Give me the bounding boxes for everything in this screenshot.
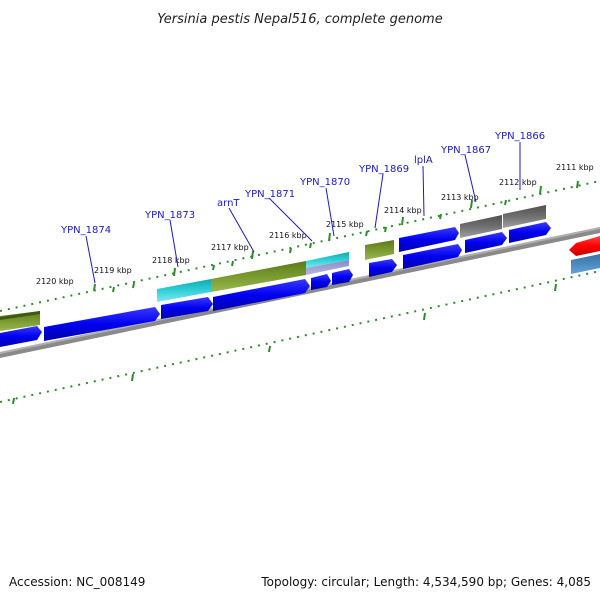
cds-arrow bbox=[369, 259, 397, 277]
gene-feature bbox=[0, 311, 40, 320]
cds-arrow bbox=[44, 307, 160, 341]
minor-tick bbox=[309, 242, 312, 249]
minor-tick bbox=[131, 373, 134, 382]
inner-tick-ring bbox=[0, 270, 600, 405]
gene-label: YPN_1866 bbox=[494, 131, 545, 142]
major-tick bbox=[401, 216, 404, 226]
kbp-label: 2120 kbp bbox=[36, 277, 74, 286]
gene-label: YPN_1867 bbox=[440, 145, 491, 156]
minor-tick bbox=[576, 180, 579, 189]
minor-tick bbox=[504, 199, 507, 206]
cds-arrow bbox=[399, 227, 459, 252]
gene-feature bbox=[365, 240, 394, 260]
kbp-label: 2114 kbp bbox=[384, 206, 422, 215]
gene-label: lplA bbox=[414, 155, 433, 166]
gene-label: arnT bbox=[217, 198, 240, 209]
cds-arrow bbox=[161, 297, 213, 319]
gene-label: YPN_1871 bbox=[244, 189, 295, 200]
kbp-label: 2116 kbp bbox=[269, 231, 307, 240]
cds-arrow bbox=[403, 244, 462, 269]
minor-tick bbox=[268, 345, 271, 353]
minor-tick bbox=[384, 226, 387, 233]
forward-strand bbox=[0, 205, 600, 331]
reverse-strand bbox=[0, 222, 551, 347]
cds-arrow bbox=[311, 274, 331, 290]
gene-label: YPN_1873 bbox=[144, 210, 195, 221]
kbp-labels: 2120 kbp 2119 kbp 2118 kbp 2117 kbp 2116… bbox=[36, 163, 594, 286]
gene-feature bbox=[157, 279, 211, 302]
minor-tick bbox=[112, 286, 115, 293]
gene-label: YPN_1870 bbox=[299, 177, 350, 188]
major-tick bbox=[93, 283, 96, 292]
major-tick bbox=[539, 185, 542, 195]
minor-tick bbox=[132, 282, 135, 289]
major-tick bbox=[251, 250, 254, 260]
kbp-label: 2118 kbp bbox=[152, 256, 190, 265]
accession-text: Accession: NC_008149 bbox=[9, 575, 145, 589]
minor-tick bbox=[12, 397, 15, 405]
gene-feature bbox=[503, 205, 546, 228]
kbp-label: 2115 kbp bbox=[326, 220, 364, 229]
outer-tick-ring bbox=[0, 180, 600, 312]
gene-feature bbox=[460, 215, 502, 238]
kbp-label: 2117 kbp bbox=[211, 243, 249, 252]
major-tick bbox=[173, 267, 176, 277]
major-tick bbox=[328, 232, 331, 242]
gene-labels: YPN_1874 YPN_1873 arnT YPN_1871 YPN_1870… bbox=[60, 131, 545, 236]
kbp-label: 2113 kbp bbox=[441, 193, 479, 202]
cds-arrow bbox=[332, 269, 353, 285]
gene-feature bbox=[306, 252, 349, 268]
cds-arrow bbox=[509, 222, 551, 243]
gene-label: YPN_1874 bbox=[60, 225, 111, 236]
cds-arrow bbox=[213, 279, 310, 311]
kbp-label: 2119 kbp bbox=[94, 266, 132, 275]
minor-tick bbox=[423, 312, 426, 321]
kbp-label: 2111 kbp bbox=[556, 163, 594, 172]
gene-label-lines bbox=[85, 142, 521, 284]
gene-feature bbox=[571, 254, 600, 274]
minor-tick bbox=[365, 230, 368, 237]
gene-feature bbox=[306, 260, 349, 275]
minor-tick bbox=[231, 260, 234, 267]
cds-arrow bbox=[0, 326, 42, 347]
major-tick bbox=[470, 199, 473, 209]
minor-tick bbox=[289, 247, 292, 254]
gene-feature bbox=[569, 236, 600, 256]
minor-tick bbox=[212, 264, 215, 271]
minor-tick bbox=[554, 283, 557, 292]
kbp-label: 2112 kbp bbox=[499, 178, 537, 187]
gene-label: YPN_1869 bbox=[358, 164, 409, 175]
minor-tick bbox=[439, 213, 442, 220]
gene-feature bbox=[211, 261, 306, 292]
genome-summary-text: Topology: circular; Length: 4,534,590 bp… bbox=[260, 575, 591, 589]
map-title: Yersinia pestis Nepal516, complete genom… bbox=[157, 12, 442, 27]
cds-arrow bbox=[465, 232, 507, 253]
